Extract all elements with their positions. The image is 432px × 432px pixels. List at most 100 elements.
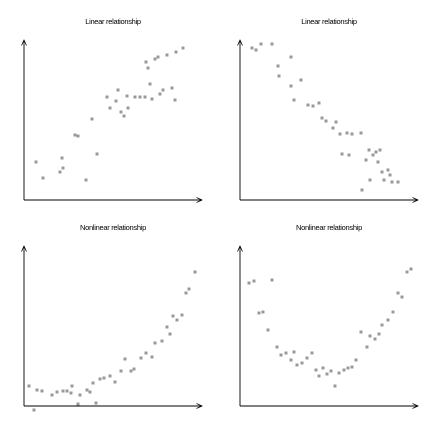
point (126, 106, 130, 110)
point (95, 152, 99, 156)
point (153, 57, 157, 61)
point (168, 332, 172, 336)
point (252, 279, 256, 283)
point (311, 104, 315, 108)
point (324, 119, 328, 123)
point (133, 95, 137, 99)
point (173, 98, 177, 102)
point (354, 358, 358, 362)
point (187, 287, 191, 291)
point (98, 377, 102, 381)
point (292, 350, 296, 354)
point (158, 92, 162, 96)
point (138, 95, 142, 99)
point (70, 384, 74, 388)
point (317, 374, 321, 378)
point (289, 55, 293, 59)
point (73, 133, 77, 137)
point (364, 158, 368, 162)
point (143, 95, 147, 99)
point (165, 53, 169, 57)
point (334, 120, 338, 124)
point (139, 356, 143, 360)
point (270, 42, 274, 46)
point (144, 351, 148, 355)
point (184, 291, 188, 295)
point (340, 152, 344, 156)
point (102, 376, 106, 380)
point (396, 291, 400, 295)
point (367, 148, 371, 152)
point (338, 132, 342, 136)
point (170, 86, 174, 90)
point (88, 390, 92, 394)
point (114, 99, 118, 103)
point (325, 372, 329, 376)
point (306, 103, 310, 107)
point (123, 357, 127, 361)
point (368, 178, 372, 182)
point (153, 341, 157, 345)
point (60, 156, 64, 160)
point (347, 153, 351, 157)
point (378, 148, 382, 152)
point (396, 180, 400, 184)
point (165, 325, 169, 329)
point (113, 380, 117, 384)
point (405, 270, 409, 274)
point (299, 78, 303, 82)
point (270, 278, 274, 282)
point (78, 393, 82, 397)
point (34, 160, 38, 164)
point (310, 351, 314, 355)
point (314, 368, 318, 372)
point (333, 384, 337, 388)
point (35, 388, 39, 392)
point (61, 166, 65, 170)
point (125, 94, 129, 98)
point (119, 369, 123, 373)
point (150, 97, 154, 101)
point (320, 116, 324, 120)
point (382, 178, 386, 182)
point (331, 126, 335, 130)
point (350, 365, 354, 369)
point (61, 389, 65, 393)
point (346, 366, 350, 370)
point (181, 46, 185, 50)
point (148, 82, 152, 86)
point (337, 371, 341, 375)
point (261, 310, 265, 314)
point (276, 64, 280, 68)
point (250, 46, 254, 50)
point (284, 351, 288, 355)
point (377, 332, 381, 336)
point (180, 313, 184, 317)
point (342, 368, 346, 372)
point (329, 369, 333, 373)
subplot-title: Nonlinear relationship (80, 223, 146, 232)
point (259, 42, 263, 46)
point (400, 295, 404, 299)
point (409, 267, 413, 271)
point (359, 330, 363, 334)
point (129, 369, 133, 373)
point (365, 345, 369, 349)
point (386, 318, 390, 322)
point (295, 363, 299, 367)
point (317, 101, 321, 105)
point (374, 150, 378, 154)
point (373, 337, 377, 341)
point (40, 389, 44, 393)
point (388, 173, 392, 177)
point (279, 353, 283, 357)
point (371, 153, 375, 157)
point (359, 131, 363, 135)
point (132, 367, 136, 371)
point (156, 55, 160, 59)
point (266, 328, 270, 332)
point (122, 114, 126, 118)
point (91, 381, 95, 385)
point (105, 95, 109, 99)
point (144, 60, 148, 64)
